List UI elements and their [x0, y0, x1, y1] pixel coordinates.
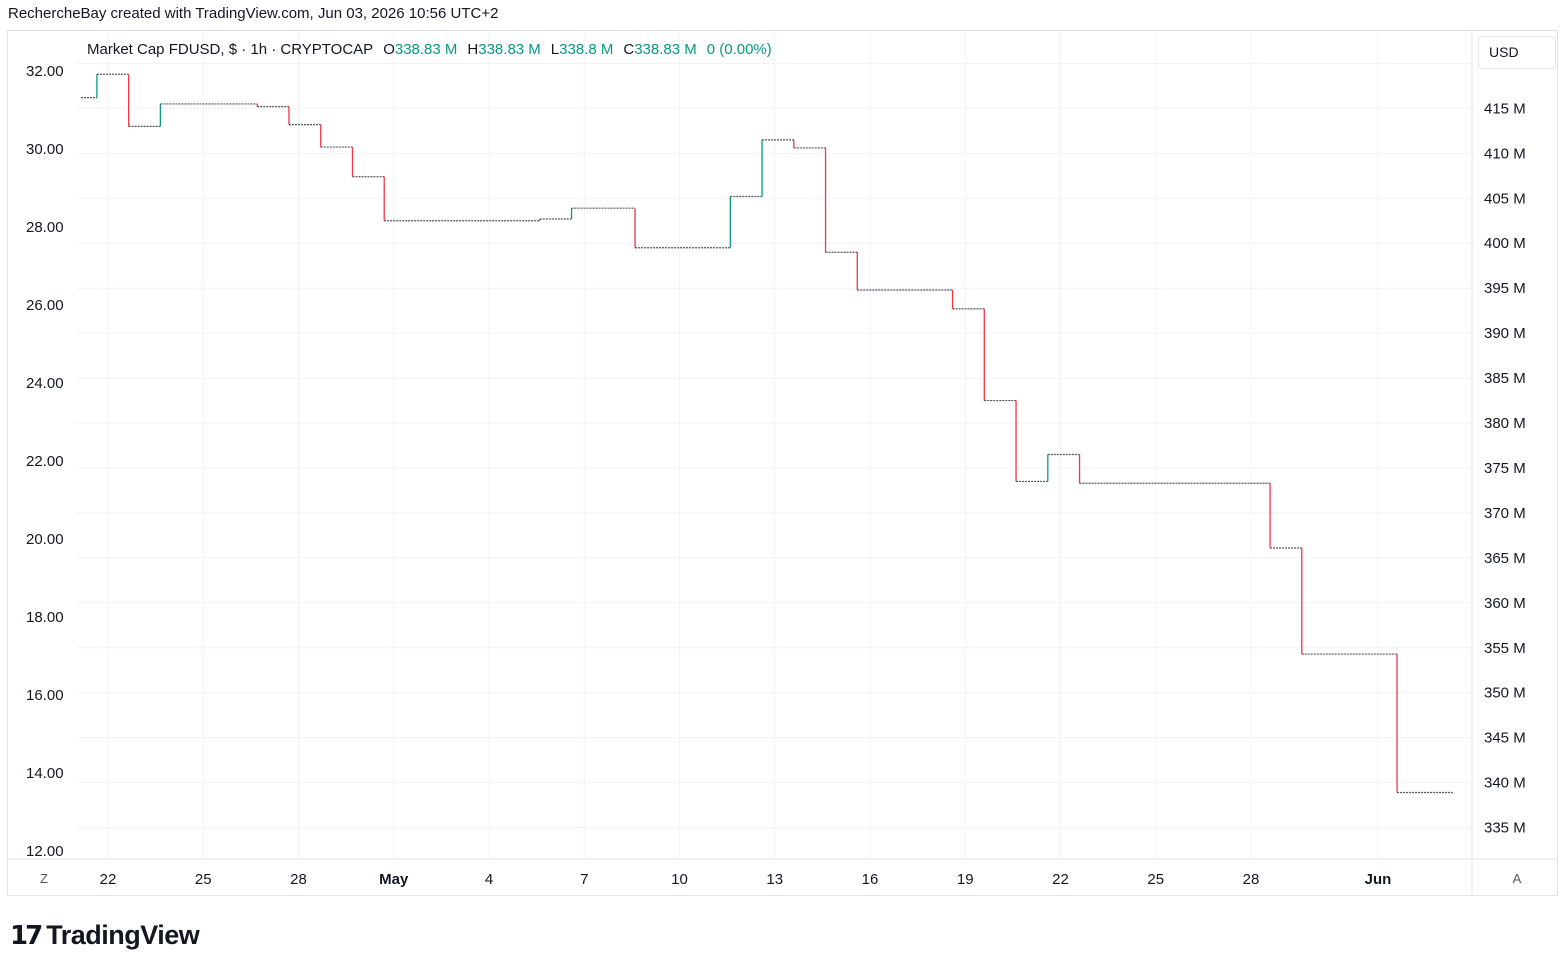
x-tick-label: Jun — [1365, 871, 1392, 888]
right-axis-tick-label: 400 M — [1484, 235, 1526, 252]
x-tick-label: 13 — [766, 871, 783, 888]
left-axis-tick-label: 32.00 — [26, 63, 64, 80]
left-axis-tick-label: 26.00 — [26, 297, 64, 314]
left-axis-tick-label: 28.00 — [26, 219, 64, 236]
x-tick-label: 7 — [580, 871, 588, 888]
right-axis-tick-label: 390 M — [1484, 325, 1526, 342]
right-axis-tick-label: 405 M — [1484, 190, 1526, 207]
time-axis: 22 25 28 May 4 7 10 13 16 19 22 25 28 Jun — [100, 871, 1392, 888]
left-axis-tick-label: 30.00 — [26, 141, 64, 158]
left-axis-tick-label: 14.00 — [26, 765, 64, 782]
legend-low-label: L — [550, 41, 560, 58]
currency-button[interactable]: USD — [1478, 36, 1556, 69]
right-axis-tick-label: 415 M — [1484, 100, 1526, 117]
legend-open-label: O — [383, 41, 395, 58]
right-axis-tick-label: 345 M — [1484, 730, 1526, 747]
x-tick-label: May — [379, 871, 409, 888]
legend-low-value: 338.8 M — [559, 41, 614, 58]
left-axis-tick-label: 24.00 — [26, 375, 64, 392]
left-axis-tick-label: 16.00 — [26, 687, 64, 704]
auto-scale-button[interactable]: A — [1512, 871, 1522, 886]
left-axis-tick-label: 20.00 — [26, 531, 64, 548]
chart-grid — [76, 32, 1472, 859]
chart-credit: RechercheBay created with TradingView.co… — [8, 5, 499, 22]
legend-close-value: 338.83 M — [634, 41, 697, 58]
axis-separators — [8, 31, 1557, 895]
tradingview-logo-text: TradingView — [46, 920, 200, 950]
right-axis-tick-label: 375 M — [1484, 460, 1526, 477]
left-axis-tick-label: 18.00 — [26, 609, 64, 626]
zoom-reset-button[interactable]: Z — [40, 871, 48, 886]
series-market-cap-fdusd — [81, 73, 1454, 794]
right-axis-tick-label: 395 M — [1484, 280, 1526, 297]
x-tick-label: 10 — [671, 871, 688, 888]
x-tick-label: 28 — [1243, 871, 1260, 888]
x-tick-label: 22 — [100, 871, 117, 888]
left-axis-tick-label: 22.00 — [26, 453, 64, 470]
legend-open-value: 338.83 M — [394, 41, 458, 58]
x-tick-label: 22 — [1052, 871, 1069, 888]
right-axis-tick-label: 335 M — [1484, 820, 1526, 837]
right-axis-tick-label: 340 M — [1484, 775, 1526, 792]
chart-frame — [7, 30, 1558, 896]
legend-high-label: H — [467, 41, 479, 58]
right-axis-tick-label: 370 M — [1484, 505, 1526, 522]
right-axis-tick-label: 365 M — [1484, 550, 1526, 567]
x-tick-label: 25 — [195, 871, 212, 888]
tradingview-logo: 17 TradingView — [10, 920, 200, 951]
tradingview-logo-icon: 17 — [10, 920, 43, 951]
left-price-axis: 32.00 30.00 28.00 26.00 24.00 22.00 20.00 18.00… — [26, 63, 64, 860]
right-axis-tick-label: 360 M — [1484, 595, 1526, 612]
x-tick-label: 19 — [957, 871, 974, 888]
x-tick-label: 25 — [1147, 871, 1164, 888]
legend-symbol: Market Cap FDUSD, $ · 1h · CRYPTOCAP — [87, 41, 374, 58]
x-tick-label: 16 — [862, 871, 879, 888]
left-axis-tick-label: 12.00 — [26, 843, 64, 860]
right-axis-tick-label: 410 M — [1484, 145, 1526, 162]
right-axis-tick-label: 350 M — [1484, 685, 1526, 702]
legend-close-label: C — [623, 41, 635, 58]
x-tick-label: 28 — [290, 871, 307, 888]
right-axis-tick-label: 385 M — [1484, 370, 1526, 387]
chart-legend: Market Cap FDUSD, $ · 1h · CRYPTOCAP O338… — [87, 41, 772, 58]
right-axis-tick-label: 355 M — [1484, 640, 1526, 657]
legend-change: 0 (0.00%) — [706, 41, 772, 58]
x-tick-label: 4 — [485, 871, 493, 888]
right-axis-tick-label: 380 M — [1484, 415, 1526, 432]
legend-high-value: 338.83 M — [478, 41, 541, 58]
